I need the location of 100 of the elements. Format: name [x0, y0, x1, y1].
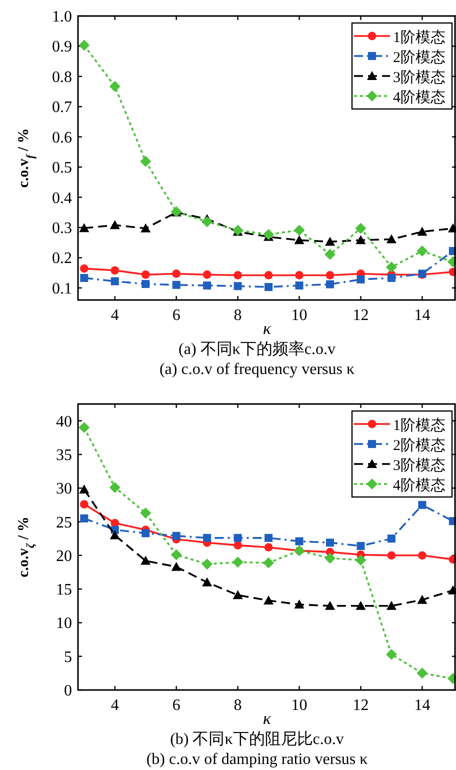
point — [326, 271, 334, 280]
point — [448, 517, 456, 526]
y-tick-label: 0.7 — [52, 99, 72, 116]
point — [202, 216, 213, 228]
x-tick-label: 6 — [172, 307, 180, 324]
y-tick-label: 0.1 — [52, 280, 72, 298]
x-tick-label: 8 — [234, 307, 242, 324]
point — [295, 537, 304, 546]
point — [356, 235, 366, 244]
point — [78, 40, 90, 51]
y-tick-label: 15 — [56, 582, 72, 599]
y-tick-label: 0 — [64, 682, 72, 700]
x-tick-label: 4 — [110, 307, 119, 324]
point — [140, 156, 152, 167]
point — [417, 226, 428, 236]
x-tick-label: 12 — [352, 307, 369, 324]
legend-label: 2阶模态 — [393, 437, 446, 454]
point — [295, 271, 304, 280]
point — [386, 648, 397, 660]
point — [264, 283, 273, 292]
point — [264, 271, 273, 280]
point — [234, 534, 242, 542]
x-tick-label: 10 — [291, 307, 308, 324]
point — [110, 220, 120, 230]
point — [140, 508, 152, 519]
point — [78, 422, 90, 434]
point — [325, 600, 335, 610]
y-tick-label: 30 — [56, 480, 72, 498]
point — [387, 274, 396, 282]
point — [326, 280, 334, 288]
point — [294, 235, 304, 244]
point — [110, 266, 120, 275]
point — [386, 234, 396, 244]
point — [264, 543, 273, 552]
point — [110, 530, 120, 540]
point — [171, 562, 182, 571]
point — [232, 590, 243, 600]
point — [263, 557, 274, 568]
point — [355, 554, 366, 566]
point — [416, 668, 428, 679]
x-tick-label: 6 — [172, 697, 180, 714]
point — [355, 222, 366, 234]
text: (a) c.o.v of frequency versus κ — [159, 361, 355, 378]
point — [295, 282, 304, 290]
point — [386, 600, 396, 610]
legend-label: 1阶模态 — [393, 417, 446, 434]
point — [202, 558, 213, 570]
y-tick-label: 0.4 — [52, 190, 72, 207]
point — [324, 248, 336, 260]
point — [202, 577, 212, 586]
point — [416, 246, 428, 257]
y-tick-label: 20 — [56, 548, 72, 565]
point — [142, 280, 150, 288]
point — [110, 277, 119, 286]
x-axis-title: κ — [262, 319, 272, 338]
x-tick-label: 4 — [110, 697, 119, 714]
point — [264, 534, 273, 542]
point — [172, 532, 180, 540]
y-tick-label: 1.0 — [52, 8, 72, 26]
legend-label: 4阶模态 — [393, 477, 446, 494]
point — [170, 549, 182, 560]
point — [80, 274, 88, 282]
y-tick-label: 0.6 — [52, 129, 72, 146]
y-tick-label: 0.5 — [52, 160, 72, 177]
y-tick-label: 40 — [56, 413, 72, 430]
point — [141, 270, 150, 279]
point — [234, 271, 242, 280]
point — [80, 264, 88, 273]
point — [386, 262, 397, 273]
y-tick-label: 25 — [56, 514, 72, 532]
point — [203, 534, 212, 542]
point — [324, 552, 336, 564]
point — [418, 551, 426, 560]
point — [418, 500, 426, 509]
x-tick-label: 14 — [414, 697, 430, 714]
legend-label: 3阶模态 — [393, 69, 446, 86]
x-tick-label: 10 — [291, 697, 308, 714]
y-tick-label: 35 — [56, 446, 72, 464]
legend-label: 3阶模态 — [393, 457, 446, 474]
x-axis-title: κ — [262, 709, 272, 728]
point — [356, 600, 366, 610]
point — [356, 542, 365, 550]
point — [80, 500, 88, 508]
point — [140, 556, 151, 565]
point — [356, 275, 365, 284]
y-tick-label: 5 — [64, 648, 72, 666]
point — [79, 223, 90, 232]
point — [109, 482, 120, 493]
point — [325, 236, 335, 246]
point — [387, 534, 396, 543]
point — [294, 224, 305, 236]
point — [172, 280, 180, 289]
point — [140, 223, 151, 232]
point — [109, 80, 120, 92]
point — [80, 514, 88, 522]
legend-label: 1阶模态 — [393, 29, 446, 46]
legend-label: 4阶模态 — [393, 89, 446, 106]
y-tick-label: 0.3 — [52, 220, 72, 237]
point — [387, 551, 396, 560]
point — [203, 282, 212, 290]
